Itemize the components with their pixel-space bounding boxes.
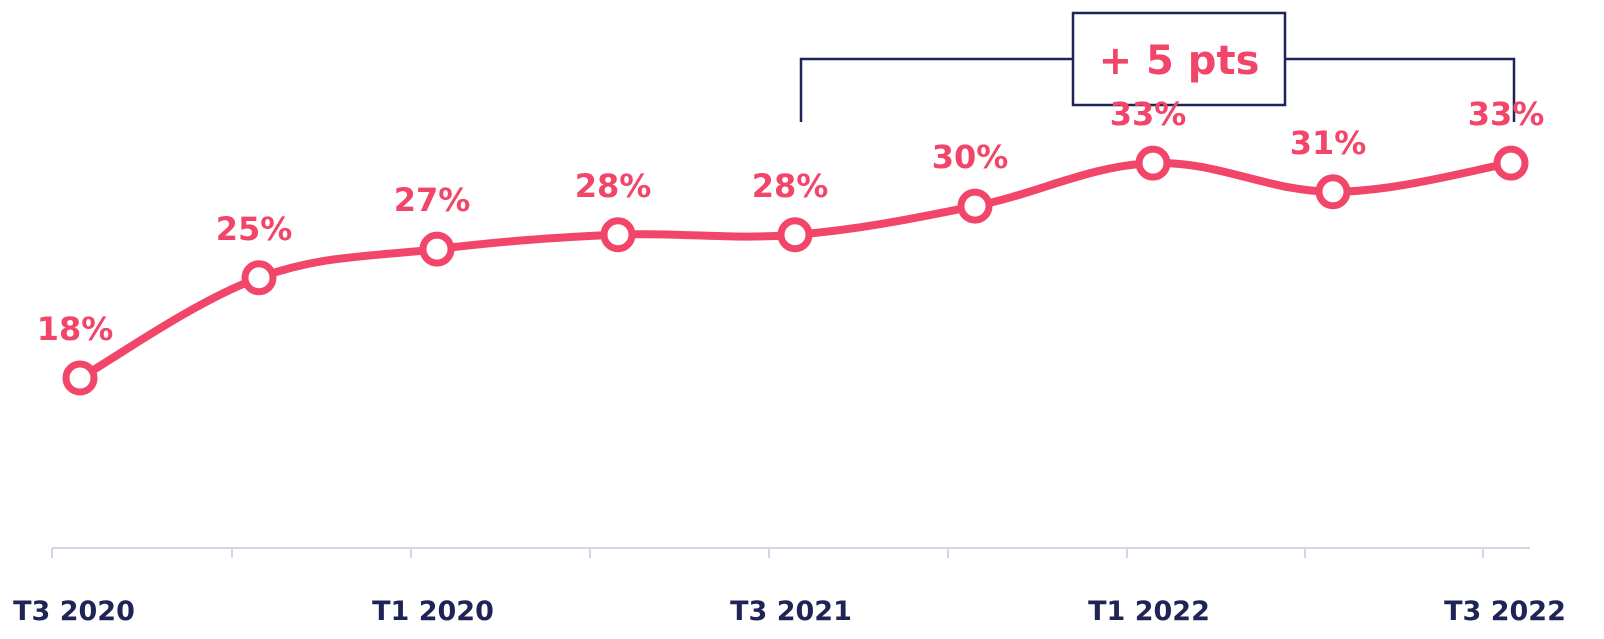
data-label: 33% — [1110, 95, 1187, 133]
data-point-marker — [1315, 174, 1351, 210]
x-tick-label: T3 2020 — [13, 596, 135, 627]
data-label: 31% — [1290, 124, 1367, 162]
data-label: 25% — [216, 210, 293, 248]
data-label: 30% — [932, 138, 1009, 176]
annotation-text: + 5 pts — [1099, 38, 1260, 84]
data-label: 28% — [752, 167, 829, 205]
data-point-marker — [1135, 145, 1171, 181]
data-point-marker — [62, 360, 98, 396]
data-point-marker — [777, 217, 813, 253]
data-point-marker — [419, 231, 455, 267]
x-tick-label: T3 2021 — [730, 596, 852, 627]
data-labels: 18% 25% 27% 28% 28% 30% 33% 31% 33% — [37, 95, 1545, 348]
data-point-marker — [600, 217, 636, 253]
x-tick-label: T3 2022 — [1444, 596, 1566, 627]
annotation-bracket — [799, 57, 1516, 122]
x-tick-label: T1 2020 — [372, 596, 494, 627]
data-label: 33% — [1468, 95, 1545, 133]
x-axis: T3 2020 T1 2020 T3 2021 T1 2022 T3 2022 — [13, 547, 1566, 627]
data-label: 28% — [575, 167, 652, 205]
annotation-group: + 5 pts — [799, 11, 1516, 122]
data-label: 18% — [37, 310, 114, 348]
data-point-marker — [241, 260, 277, 296]
annotation-box — [1071, 11, 1287, 107]
series-group — [62, 145, 1529, 396]
data-point-marker — [957, 188, 993, 224]
data-label: 27% — [394, 181, 471, 219]
x-tick-label: T1 2022 — [1088, 596, 1210, 627]
data-point-marker — [1493, 145, 1529, 181]
